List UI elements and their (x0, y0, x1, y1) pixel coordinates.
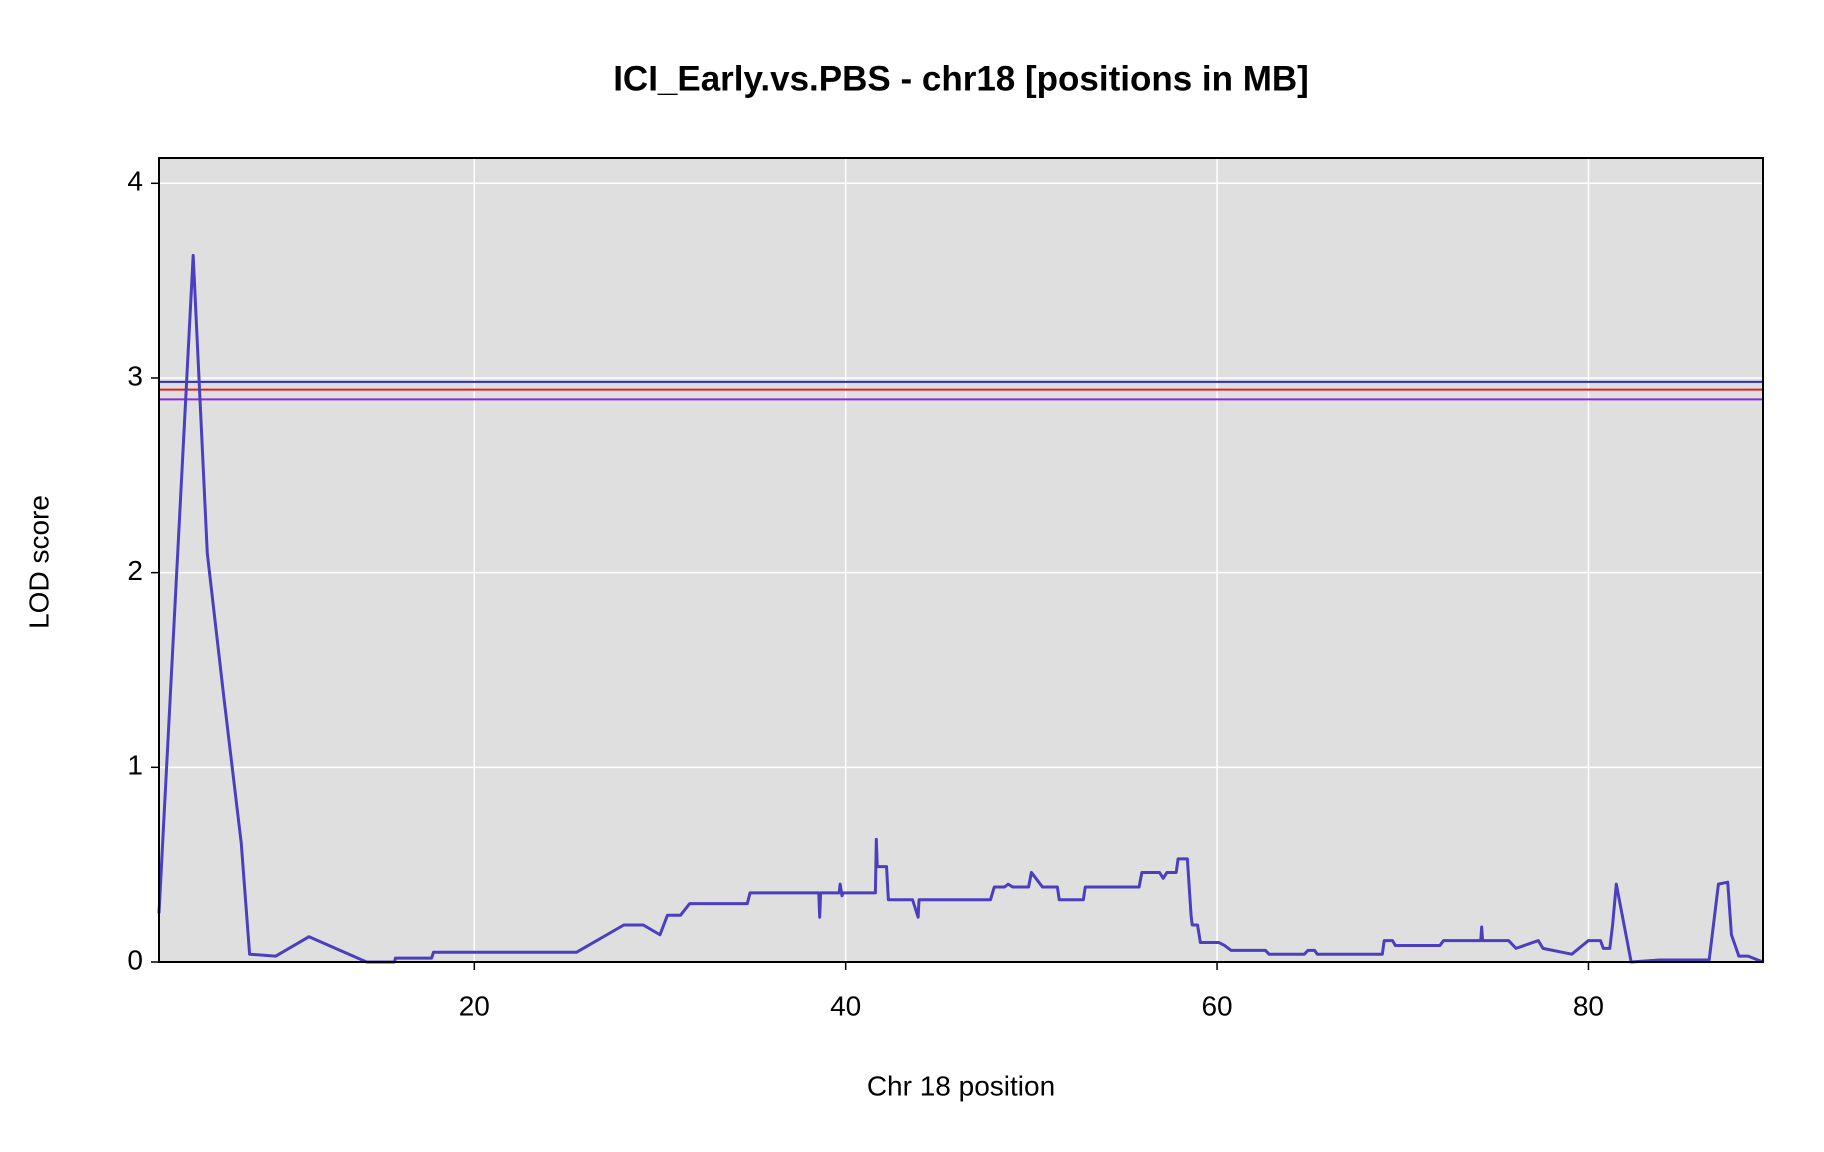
x-tick-label: 20 (459, 990, 490, 1021)
lod-line (157, 253, 1764, 964)
x-tick-label: 60 (1201, 990, 1232, 1021)
y-tick-label: 3 (127, 360, 143, 391)
x-tick-label: 80 (1573, 990, 1604, 1021)
x-axis-label: Chr 18 position (867, 1070, 1055, 1101)
plot-area (159, 158, 1763, 962)
y-tick-label: 0 (127, 944, 143, 975)
y-tick-label: 1 (127, 750, 143, 781)
x-tick-label: 40 (830, 990, 861, 1021)
y-tick-label: 4 (127, 166, 143, 197)
chart-title: ICI_Early.vs.PBS - chr18 [positions in M… (613, 59, 1309, 98)
plot-border (158, 157, 1764, 963)
y-axis-label: LOD score (23, 495, 54, 629)
y-tick-label: 2 (127, 555, 143, 586)
